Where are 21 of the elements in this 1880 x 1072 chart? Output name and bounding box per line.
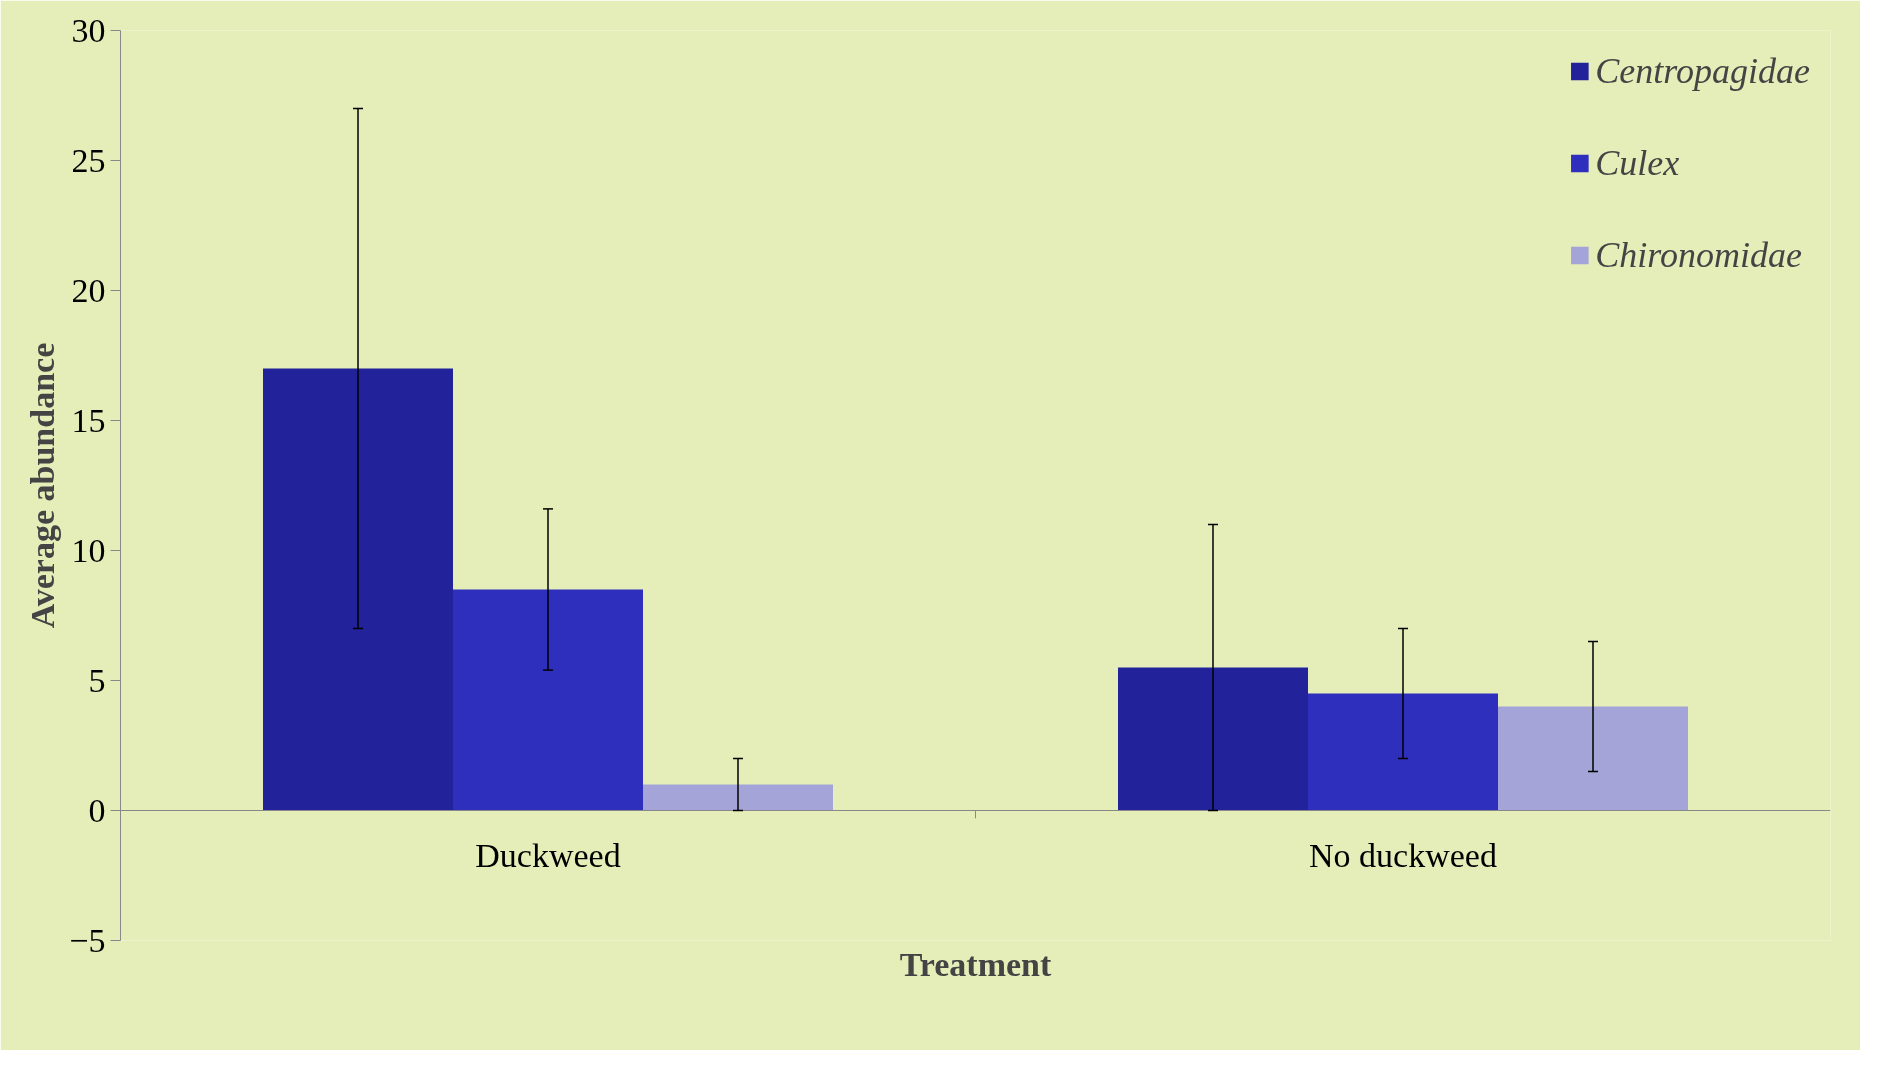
x-tick-label: No duckweed xyxy=(1309,836,1497,874)
legend-label: Centropagidae xyxy=(1595,50,1810,92)
bar xyxy=(1308,693,1498,811)
y-tick-label: −5 xyxy=(69,921,106,959)
y-tick-label: 0 xyxy=(88,791,106,829)
bar xyxy=(453,589,643,811)
y-tick-label: 5 xyxy=(88,661,106,699)
legend-label: Chironomidae xyxy=(1595,234,1803,276)
y-tick-label: 15 xyxy=(71,401,106,439)
bar xyxy=(1118,667,1308,811)
bar xyxy=(263,368,453,811)
x-axis-title: Treatment xyxy=(899,945,1053,983)
y-axis-title: Average abundance xyxy=(24,342,62,629)
bar xyxy=(1498,706,1688,811)
y-tick-label: 25 xyxy=(71,141,106,179)
bar xyxy=(643,784,833,811)
y-tick-label: 20 xyxy=(71,271,106,309)
y-tick-label: 30 xyxy=(71,11,106,49)
x-tick-label: Duckweed xyxy=(475,836,621,874)
legend-label: Culex xyxy=(1595,142,1680,184)
y-tick-label: 10 xyxy=(71,531,106,569)
